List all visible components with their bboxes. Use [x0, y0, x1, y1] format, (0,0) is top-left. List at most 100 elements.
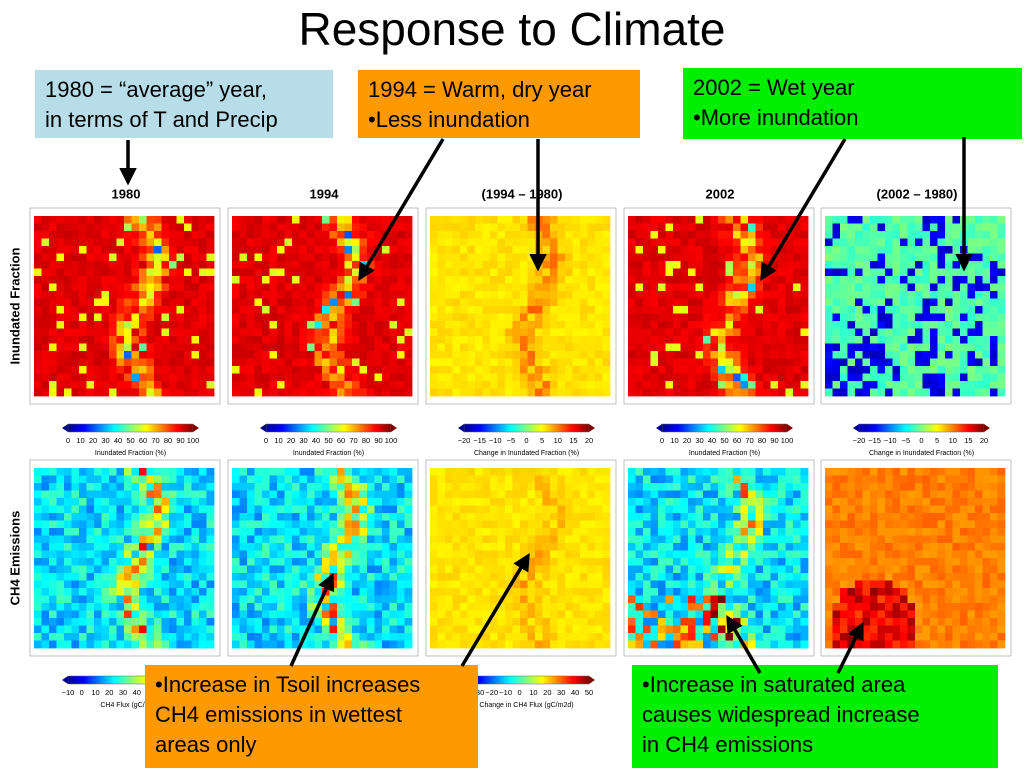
map-cell	[497, 618, 506, 626]
map-cell	[505, 520, 513, 529]
map-cell	[94, 603, 102, 611]
map-cell	[199, 238, 207, 247]
map-cell	[718, 246, 726, 254]
map-cell	[49, 381, 57, 389]
map-cell	[635, 498, 644, 506]
map-cell	[800, 336, 809, 344]
map-cell	[710, 543, 719, 551]
map-cell	[109, 558, 117, 566]
map-cell	[262, 283, 270, 292]
map-cell	[930, 336, 938, 344]
map-cell	[262, 373, 270, 382]
map-cell	[277, 328, 285, 337]
map-cell	[703, 298, 711, 307]
map-cell	[397, 223, 405, 232]
map-cell	[467, 550, 476, 559]
map-cell	[337, 528, 345, 536]
map-cell	[557, 505, 566, 514]
map-cell	[437, 388, 446, 397]
map-cell	[71, 381, 80, 389]
map-cell	[840, 276, 848, 284]
map-cell	[49, 595, 57, 604]
map-cell	[161, 253, 170, 262]
map-cell	[131, 595, 140, 604]
map-cell	[550, 388, 558, 397]
map-cell	[832, 268, 841, 277]
map-cell	[862, 328, 871, 337]
map-cell	[56, 253, 65, 262]
map-cell	[725, 313, 734, 322]
map-cell	[695, 328, 704, 337]
map-cell	[430, 468, 438, 476]
map-cell	[71, 321, 80, 329]
map-cell	[344, 490, 353, 499]
map-cell	[997, 388, 1006, 397]
map-cell	[870, 358, 878, 367]
map-cell	[557, 535, 566, 544]
map-cell	[199, 513, 207, 521]
map-cell	[254, 216, 263, 224]
map-cell	[307, 520, 315, 529]
map-cell	[389, 261, 398, 269]
map-cell	[475, 610, 483, 619]
map-cell	[284, 291, 293, 299]
map-cell	[650, 343, 659, 352]
map-cell	[452, 231, 461, 239]
map-cell	[982, 276, 991, 284]
map-cell	[658, 573, 666, 581]
map-cell	[785, 475, 794, 484]
map-cell	[94, 231, 102, 239]
map-cell	[550, 261, 558, 269]
map-cell	[718, 328, 726, 337]
map-cell	[176, 610, 185, 619]
map-cell	[146, 336, 155, 344]
map-cell	[785, 381, 794, 389]
map-cell	[572, 231, 581, 239]
map-cell	[565, 595, 573, 604]
map-cell	[542, 291, 551, 299]
map-cell	[397, 528, 405, 536]
map-cell	[535, 610, 543, 619]
map-cell	[557, 306, 566, 314]
map-cell	[785, 483, 794, 491]
map-cell	[733, 366, 741, 374]
map-cell	[785, 216, 794, 224]
map-cell	[475, 321, 483, 329]
map-cell	[550, 336, 558, 344]
map-cell	[307, 388, 315, 397]
map-cell	[176, 535, 185, 544]
map-cell	[404, 520, 413, 529]
map-cell	[374, 291, 383, 299]
map-cell	[800, 388, 809, 397]
map-cell	[262, 520, 270, 529]
map-cell	[725, 238, 734, 247]
map-cell	[64, 231, 72, 239]
map-cell	[763, 550, 771, 559]
map-cell	[437, 588, 446, 596]
map-cell	[512, 268, 521, 277]
map-cell	[952, 261, 961, 269]
map-cell	[748, 520, 756, 529]
map-cell	[184, 640, 192, 649]
map-cell	[467, 351, 476, 359]
map-cell	[56, 336, 65, 344]
map-cell	[572, 246, 581, 254]
map-cell	[770, 223, 779, 232]
map-cell	[344, 543, 353, 551]
map-cell	[527, 343, 536, 352]
map-cell	[452, 343, 461, 352]
map-cell	[505, 475, 513, 484]
map-cell	[460, 373, 468, 382]
map-cell	[352, 580, 360, 589]
map-cell	[710, 520, 719, 529]
map-cell	[329, 468, 338, 476]
map-cell	[86, 640, 95, 649]
map-cell	[542, 580, 551, 589]
map-cell	[232, 633, 240, 641]
map-cell	[161, 625, 170, 634]
map-cell	[945, 246, 953, 254]
map-cell	[907, 388, 916, 397]
map-cell	[254, 535, 263, 544]
map-cell	[247, 291, 255, 299]
map-cell	[34, 528, 42, 536]
